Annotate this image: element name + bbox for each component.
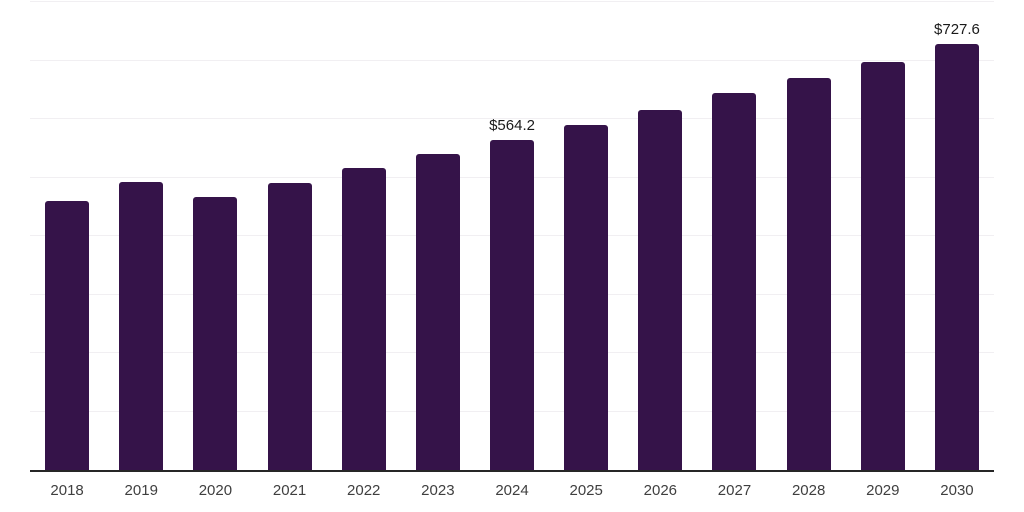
- bar-2025[interactable]: [564, 125, 609, 470]
- x-tick-label-2030: 2030: [940, 482, 974, 499]
- bar-slot: [252, 2, 326, 470]
- x-tick-label-2021: 2021: [272, 482, 307, 499]
- bar-2021[interactable]: [267, 182, 312, 470]
- bar-2019[interactable]: [119, 181, 164, 470]
- bar-slot: [623, 2, 697, 470]
- bar-2023[interactable]: [415, 154, 460, 470]
- value-label-2030: $727.6: [934, 21, 980, 39]
- x-tick-label-2026: 2026: [643, 482, 678, 499]
- bar-2030[interactable]: [934, 44, 979, 470]
- bar-2029[interactable]: [860, 62, 905, 470]
- bar-slot: [846, 2, 920, 470]
- gridline: [30, 1, 994, 2]
- x-tick-label-2027: 2027: [717, 482, 752, 499]
- bar-slot: $564.2: [475, 2, 549, 470]
- bar-slot: [697, 2, 771, 470]
- bar-slot: [178, 2, 252, 470]
- bar-2020[interactable]: [193, 196, 238, 470]
- bar-slot: [30, 2, 104, 470]
- x-tick-label-2019: 2019: [124, 482, 158, 499]
- plot-area: $564.2 $727.6: [30, 1, 994, 472]
- x-axis-line: [30, 470, 994, 472]
- bar-slot: [549, 2, 623, 470]
- bars-container: $564.2 $727.6: [30, 2, 994, 470]
- x-tick-label-2018: 2018: [50, 482, 84, 499]
- bar-2026[interactable]: [638, 110, 683, 470]
- x-tick-label-2029: 2029: [866, 482, 900, 499]
- bar-slot: [104, 2, 178, 470]
- value-label-2024: $564.2: [489, 116, 535, 134]
- bar-2018[interactable]: [45, 200, 90, 470]
- gridline: [30, 59, 994, 61]
- bar-2027[interactable]: [712, 93, 757, 470]
- x-tick-label-2022: 2022: [347, 482, 381, 499]
- gridline: [30, 118, 994, 119]
- x-tick-label-2025: 2025: [569, 482, 603, 499]
- x-axis-labels: 2018 2019 2020 2021 2022 2023 2024 2025 2026 2027…: [30, 482, 994, 500]
- bar-2022[interactable]: [341, 167, 386, 470]
- x-tick-label-2028: 2028: [791, 482, 826, 499]
- bar-2028[interactable]: [786, 78, 831, 470]
- x-tick-label-2024: 2024: [495, 482, 529, 499]
- bar-slot: [401, 2, 475, 470]
- bar-2024[interactable]: [490, 139, 535, 470]
- x-tick-label-2020: 2020: [198, 482, 233, 499]
- bar-slot: [327, 2, 401, 470]
- x-tick-label-2023: 2023: [421, 482, 455, 499]
- bar-slot: [772, 2, 846, 470]
- bar-slot: $727.6: [920, 2, 994, 470]
